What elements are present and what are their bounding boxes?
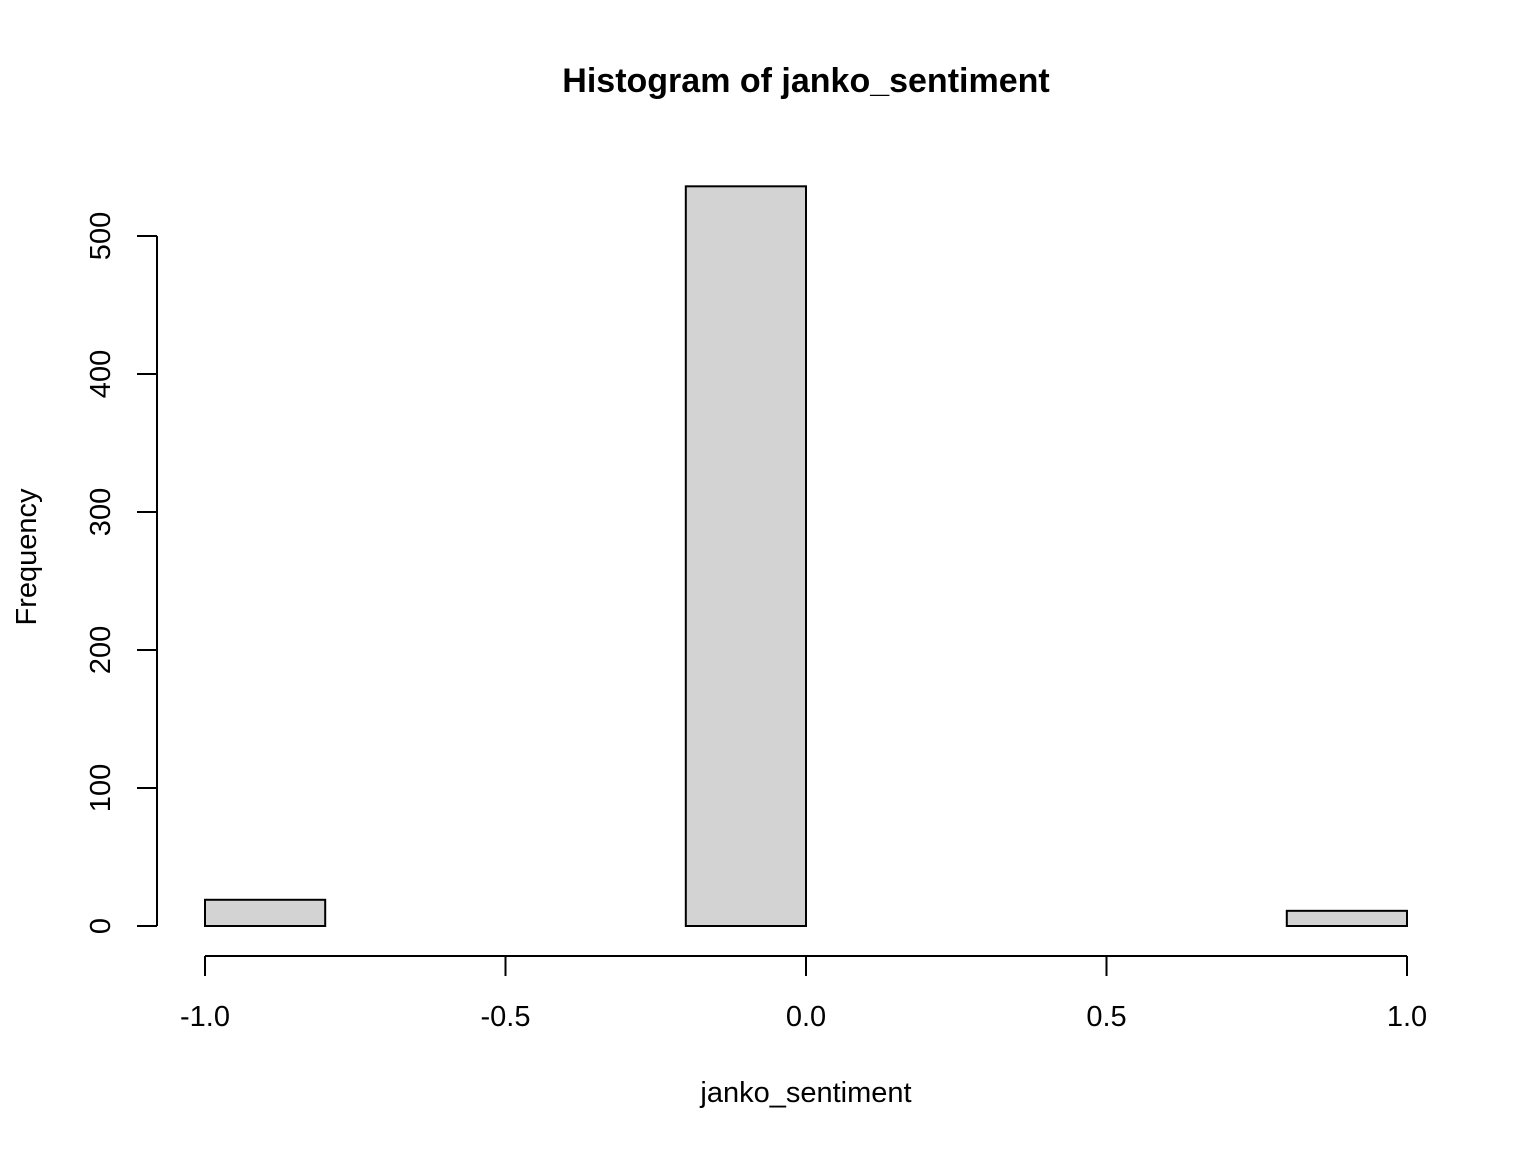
x-tick-label: 1.0: [1387, 1001, 1427, 1033]
y-tick-label: 400: [85, 350, 117, 398]
x-axis: -1.0 -0.5 0.0 0.5 1.0: [180, 955, 1427, 1033]
x-tick-label: 0.5: [1086, 1001, 1126, 1033]
y-axis: 0 100 200 300 400 500: [85, 212, 158, 934]
x-tick-label: -0.5: [481, 1001, 531, 1033]
x-axis-label: janko_sentiment: [699, 1077, 911, 1109]
y-tick-label: 200: [85, 626, 117, 674]
histogram-bar-0: [204, 898, 327, 928]
x-tick-label: -1.0: [180, 1001, 230, 1033]
x-tick-label: 0.0: [786, 1001, 826, 1033]
y-tick-label: 0: [85, 918, 117, 934]
bars-group: [204, 185, 1409, 928]
histogram-bar-9: [1285, 909, 1409, 928]
chart-title: Histogram of janko_sentiment: [562, 62, 1049, 100]
y-tick-label: 500: [85, 212, 117, 260]
histogram-bar-4: [684, 185, 807, 927]
y-tick-label: 300: [85, 488, 117, 536]
y-axis-label: Frequency: [11, 488, 43, 626]
y-tick-label: 100: [85, 764, 117, 812]
